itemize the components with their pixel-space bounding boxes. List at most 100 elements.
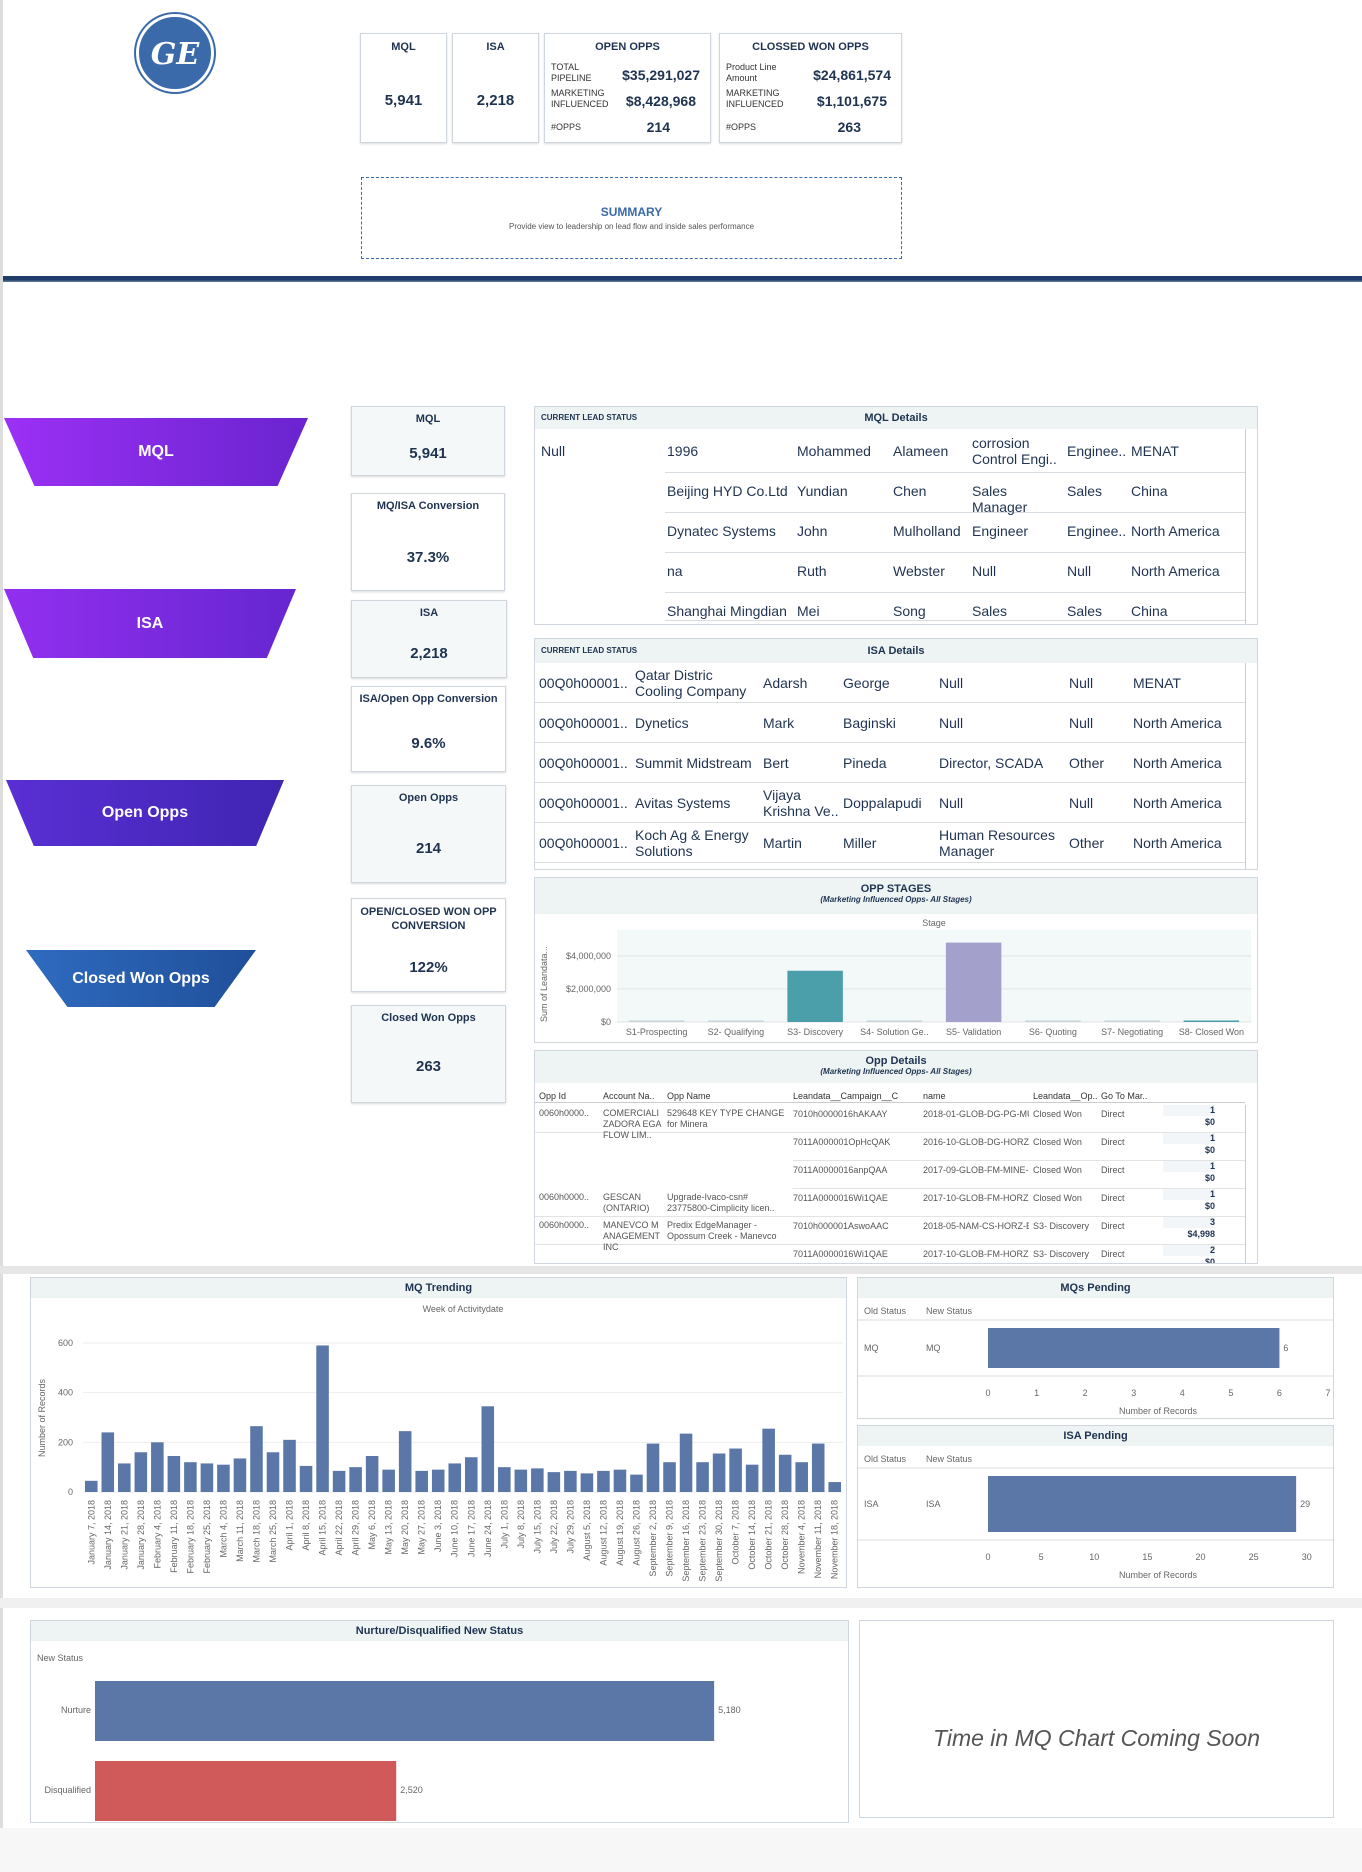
- isa-cell: Mark: [763, 715, 795, 731]
- isa-cell: Qatar Distric Cooling Company: [635, 667, 747, 699]
- isa-cell: George: [843, 675, 890, 691]
- top-kpi-open-opps: OPEN OPPS TOTAL PIPELINE $35,291,027 MAR…: [544, 33, 711, 143]
- funnel-open-opps: Open Opps: [6, 780, 284, 846]
- opp-column-header: Opp Id: [539, 1091, 567, 1101]
- x-tick-label: April 8, 2018: [301, 1500, 311, 1551]
- x-tick-label: July 8, 2018: [516, 1500, 526, 1549]
- x-tick-label: October 7, 2018: [731, 1500, 741, 1565]
- category-label: Nurture: [61, 1705, 91, 1715]
- isa-cell: North America: [1133, 795, 1222, 811]
- x-tick-label: 25: [1249, 1552, 1259, 1562]
- isa-cell: Miller: [843, 835, 877, 851]
- isa-cell: Bert: [763, 755, 789, 771]
- funnel-closed-won: Closed Won Opps: [26, 950, 256, 1007]
- mql-cell: Null: [972, 563, 997, 579]
- trend-bar: [481, 1406, 495, 1492]
- mql-cell: Enginee..: [1067, 443, 1127, 459]
- coming-soon-panel: Time in MQ Chart Coming Soon: [859, 1620, 1334, 1818]
- opp-table-row: 7011A0000016anpQAA 2017-09-GLOB-FM-MINE-.…: [793, 1161, 1245, 1189]
- opp-amount: $0: [1204, 1145, 1215, 1155]
- trend-bar: [217, 1464, 230, 1492]
- metric-open-opps-value: 214: [415, 840, 442, 857]
- mqs-pending-panel: MQs Pending Old Status New Status MQ MQ 6 0 1 2…: [857, 1277, 1334, 1419]
- metric-mq-isa-conversion-label: MQ/ISA Conversion: [376, 500, 480, 512]
- mql-cell: John: [797, 523, 828, 539]
- funnel-mql: MQL: [4, 418, 308, 486]
- x-tick-label: May 20, 2018: [400, 1500, 410, 1555]
- x-tick-label: September 16, 2018: [681, 1500, 691, 1582]
- opp-details-header: Opp Details (Marketing Influenced Opps- …: [535, 1051, 1257, 1083]
- value-label: 5,180: [718, 1705, 741, 1715]
- opp-stage: Closed Won: [1033, 1165, 1082, 1175]
- x-tick-label: 6: [1277, 1388, 1282, 1398]
- isa-details-panel[interactable]: CURRENT LEAD STATUS ISA Details 00Q0h000…: [534, 638, 1258, 870]
- x-tick-label: October 21, 2018: [764, 1500, 774, 1570]
- new-status-header: New Status: [37, 1653, 84, 1663]
- y-tick-label: 200: [58, 1437, 73, 1447]
- category-label: Disqualified: [44, 1785, 91, 1795]
- open-opps-count-label: #OPPS: [551, 122, 582, 132]
- metric-closed-won-label: Closed Won Opps: [381, 1012, 476, 1024]
- opp-details-panel[interactable]: Opp Details (Marketing Influenced Opps- …: [534, 1050, 1258, 1264]
- x-tick-label: August 19, 2018: [615, 1500, 625, 1566]
- metric-open-closed-conversion-label: OPEN/CLOSED WON OPP CONVERSION: [360, 906, 497, 932]
- x-tick-label: 7: [1325, 1388, 1330, 1398]
- isa-cell: Baginski: [843, 715, 896, 731]
- x-tick-label: S7- Negotiating: [1101, 1027, 1163, 1037]
- mql-scrollbar[interactable]: [1245, 429, 1257, 624]
- funnel-open-opps-label: Open Opps: [101, 804, 189, 821]
- y-axis-label: Sum of Leandata...: [539, 946, 549, 1022]
- x-tick-label: S5- Validation: [946, 1027, 1001, 1037]
- left-edge-line: [0, 0, 3, 1872]
- x-tick-label: June 17, 2018: [466, 1500, 476, 1557]
- isa-pending-header: ISA Pending: [858, 1426, 1333, 1446]
- mql-cell: corrosion Control Engi..: [972, 435, 1057, 467]
- metric-mql: MQL 5,941: [351, 406, 505, 476]
- trend-bar: [828, 1482, 842, 1492]
- opp-gtm: Direct: [1101, 1221, 1125, 1231]
- mql-table-row: Beijing HYD Co.Ltd Yundian Chen Sales Manag…: [665, 473, 1245, 515]
- x-tick-label: November 4, 2018: [797, 1500, 807, 1574]
- mql-cell: Shanghai Mingdian: [667, 603, 787, 619]
- x-tick-label: 20: [1195, 1552, 1205, 1562]
- top-kpi-isa-value: 2,218: [476, 92, 515, 109]
- old-status-value: ISA: [864, 1499, 879, 1509]
- isa-table-row: 00Q0h00001.. Summit Midstream Bert Pineda Di…: [535, 743, 1245, 783]
- footer-band: [0, 1828, 1362, 1872]
- isa-scrollbar[interactable]: [1245, 663, 1257, 869]
- metric-mql-value: 5,941: [409, 445, 447, 462]
- x-tick-label: August 5, 2018: [582, 1500, 592, 1561]
- mql-table-row: Dynatec Systems John Mulholland Engineer Eng…: [665, 513, 1245, 553]
- opp-scrollbar[interactable]: [1245, 1105, 1257, 1263]
- closed-mkt-influenced-value: $1,101,675: [816, 93, 887, 109]
- isa-rows: 00Q0h00001.. Qatar Distric Cooling Compan…: [535, 663, 1257, 869]
- opp-campaign-name: 2018-01-GLOB-DG-PG-MU..: [923, 1109, 1029, 1119]
- open-total-pipeline-label: TOTAL PIPELINE: [551, 62, 592, 83]
- isa-cell: Null: [1069, 675, 1094, 691]
- isa-cell: 00Q0h00001..: [539, 755, 628, 771]
- coming-soon-text: Time in MQ Chart Coming Soon: [932, 1725, 1261, 1751]
- x-tick-label: 3: [1131, 1388, 1136, 1398]
- x-tick-label: May 6, 2018: [367, 1500, 377, 1550]
- top-kpi-mql-label: MQL: [391, 41, 416, 53]
- metric-mq-isa-conversion: MQ/ISA Conversion 37.3%: [351, 493, 505, 591]
- opp-count: 1: [1163, 1189, 1215, 1200]
- trend-bar: [597, 1470, 610, 1492]
- mql-cell: Webster: [893, 563, 945, 579]
- opp-stages-chart: Stage Sum of Leandata... $0 $2,000,000 $4,00…: [539, 918, 1251, 1037]
- opp-stage: S3- Discovery: [1033, 1221, 1090, 1231]
- opp-amount: $0: [1204, 1257, 1215, 1263]
- mql-cell: Ruth: [797, 563, 827, 579]
- opp-count: 3: [1163, 1217, 1215, 1228]
- top-kpi-isa-label: ISA: [486, 41, 505, 53]
- x-tick-label: February 4, 2018: [152, 1500, 162, 1569]
- isa-cell: Adarsh: [763, 675, 808, 691]
- opp-count: 1: [1163, 1133, 1215, 1144]
- mql-details-panel[interactable]: CURRENT LEAD STATUS MQL Details Null 199…: [534, 406, 1258, 625]
- trend-bar: [200, 1463, 214, 1492]
- isa-pending-panel: ISA Pending Old Status New Status ISA ISA 29…: [857, 1425, 1334, 1588]
- opp-column-header: Opp Name: [667, 1091, 711, 1101]
- funnel-isa-label: ISA: [136, 615, 164, 632]
- x-tick-label: 15: [1142, 1552, 1152, 1562]
- trend-bar: [365, 1455, 379, 1492]
